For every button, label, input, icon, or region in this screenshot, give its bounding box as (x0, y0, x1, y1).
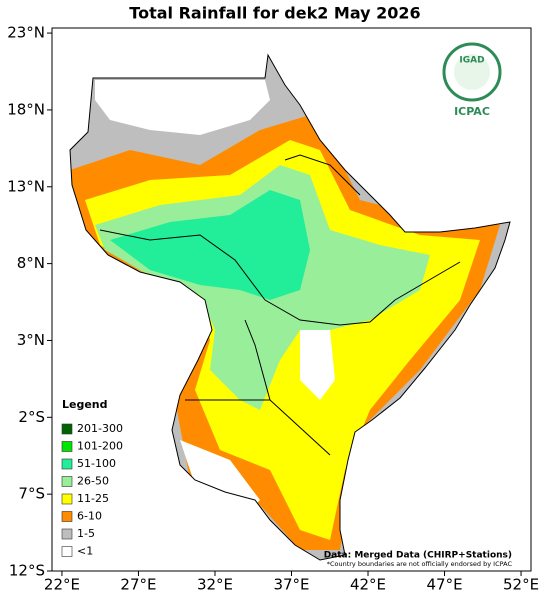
logo-bottom: ICPAC (454, 105, 490, 118)
legend-label: 201-300 (77, 422, 123, 435)
legend-swatch (61, 546, 73, 557)
x-tick-label: 37°E (273, 576, 309, 594)
logo-globe (454, 54, 490, 90)
border-ethiopia (264, 261, 461, 326)
y-tick-label: 12°S (9, 562, 45, 580)
y-tick-label: 3°N (17, 331, 45, 349)
logo-top: IGAD (459, 56, 484, 66)
legend-label: <1 (77, 545, 93, 558)
x-tick-label: 42°E (350, 576, 386, 594)
y-tick-label: 23°N (7, 24, 45, 42)
x-tick-label: 22°E (44, 576, 80, 594)
credit-data: Data: Merged Data (CHIRP+Stations) (324, 551, 512, 561)
legend-swatch (61, 493, 73, 505)
x-tick-label: 52°E (503, 576, 539, 594)
border-sudan (99, 229, 266, 301)
y-tick-label: 8°N (17, 254, 45, 272)
border-uganda-kenya (244, 319, 331, 456)
credit-note: *Country boundaries are not officially e… (327, 560, 513, 568)
legend-swatch (61, 441, 73, 452)
legend: Legend 201-300 101-200 51-100 26-50 11-25 6-1… (61, 398, 123, 558)
country-borders (69, 53, 511, 561)
legend-title: Legend (62, 398, 108, 411)
legend-swatch (61, 458, 73, 470)
legend-swatch (61, 511, 73, 522)
rain-dry (95, 80, 270, 135)
x-tick-label: 27°E (120, 576, 156, 594)
rain-51-100 (110, 190, 310, 300)
y-tick-label: 18°N (7, 100, 45, 118)
axes: 22°E 27°E 32°E 37°E 42°E 47°E 52°E 12°S 7°S 2°S 3°… (7, 24, 539, 594)
rain-dry-kenya (300, 330, 335, 400)
x-tick-label: 47°E (426, 576, 462, 594)
logo: IGAD ICPAC (442, 42, 502, 118)
y-tick-label: 7°S (18, 485, 45, 503)
x-tick-label: 32°E (197, 576, 233, 594)
legend-label: 101-200 (77, 440, 123, 453)
legend-label: 1-5 (77, 527, 95, 540)
legend-label: 11-25 (77, 492, 109, 505)
legend-label: 6-10 (77, 510, 102, 523)
legend-swatch (61, 423, 73, 435)
y-tick-label: 13°N (7, 177, 45, 195)
legend-label: 51-100 (77, 457, 116, 470)
legend-swatch (61, 476, 73, 487)
border-eritrea (284, 154, 361, 196)
region-outline (69, 53, 511, 561)
map-title: Total Rainfall for dek2 May 2026 (129, 4, 420, 23)
y-tick-label: 2°S (18, 408, 45, 426)
legend-swatch (61, 528, 73, 540)
legend-label: 26-50 (77, 475, 109, 488)
